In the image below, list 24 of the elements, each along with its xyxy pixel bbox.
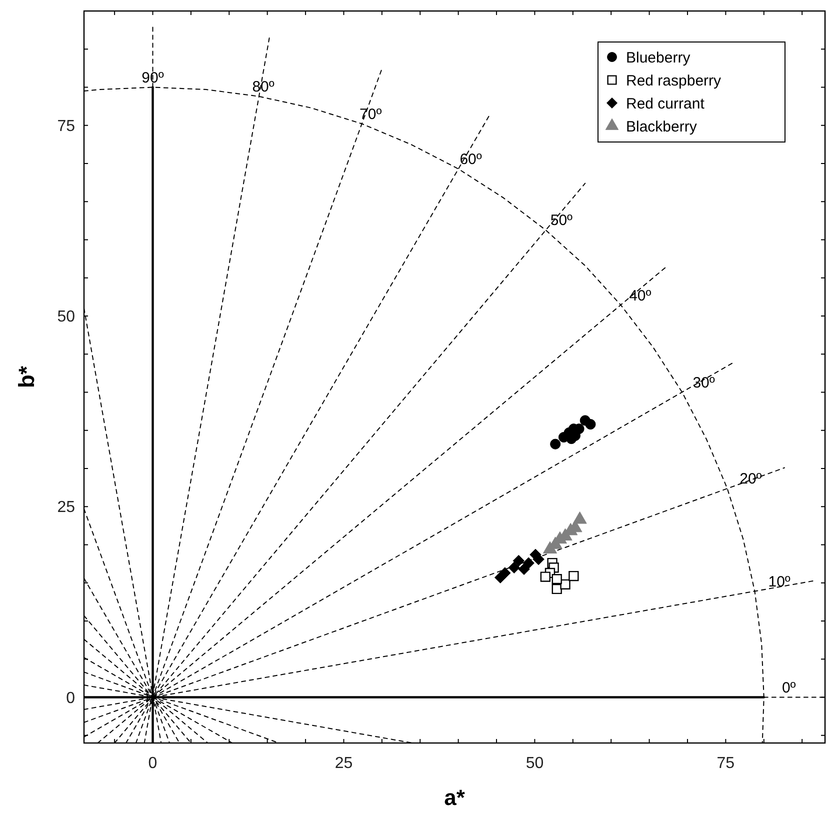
x-tick-label: 75: [716, 755, 735, 772]
x-tick-label: 25: [334, 755, 353, 772]
x-tick-label: 50: [526, 755, 544, 772]
y-tick-label: 75: [57, 118, 76, 135]
x-tick-label: 0: [148, 755, 158, 772]
y-tick-label: 25: [57, 499, 76, 516]
annotation: 30º: [692, 374, 716, 392]
annotation: 10º: [768, 573, 791, 590]
y-tick-label: 50: [57, 308, 76, 326]
annotation: 40º: [629, 287, 652, 304]
annotation: 20º: [740, 470, 762, 488]
legend-label: Red currant: [626, 95, 706, 112]
y-axis-title: b*: [14, 366, 39, 388]
annotation: 0º: [782, 679, 796, 696]
legend-label: Blueberry: [626, 49, 691, 66]
annotation: 70º: [360, 106, 382, 123]
annotation: 90º: [142, 69, 164, 86]
annotation: 60º: [460, 150, 482, 168]
legend-label: Blackberry: [626, 118, 698, 136]
annotation: 80º: [252, 78, 275, 96]
annotation: 50º: [550, 212, 574, 229]
x-axis-title: a*: [444, 785, 466, 810]
legend-label: Red raspberry: [626, 72, 722, 90]
y-tick-label: 0: [66, 690, 76, 707]
